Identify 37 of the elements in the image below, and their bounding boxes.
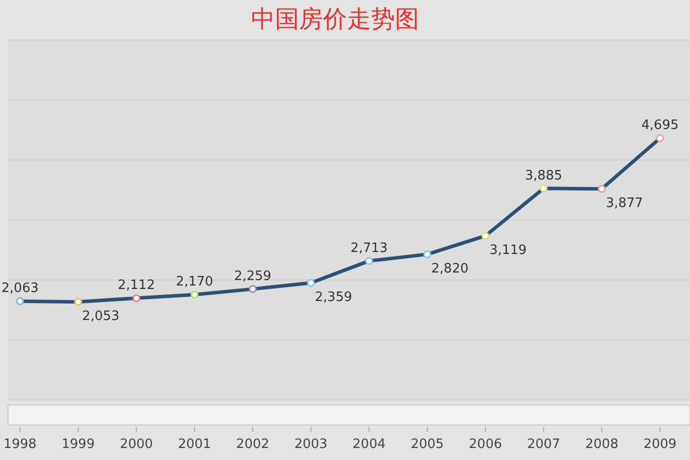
point — [482, 232, 490, 240]
x-tick-label: 2005 — [410, 437, 444, 452]
point — [248, 285, 257, 294]
x-tick-label: 2007 — [527, 437, 560, 452]
point — [656, 134, 664, 142]
point — [306, 278, 315, 287]
data-label: 3,119 — [489, 242, 527, 258]
x-tick-label: 2006 — [468, 437, 502, 452]
point — [540, 184, 548, 192]
x-tick-label: 2008 — [585, 437, 618, 452]
data-label: 2,820 — [431, 261, 468, 276]
x-tick-label: 1998 — [3, 437, 37, 452]
x-tick-label: 2002 — [236, 437, 270, 452]
data-label: 2,713 — [350, 240, 388, 256]
point — [132, 294, 140, 302]
data-label: 2,259 — [234, 269, 272, 284]
data-label: 2,359 — [314, 290, 352, 305]
data-label: 2,063 — [1, 281, 39, 296]
data-label: 2,053 — [82, 308, 120, 324]
x-tick-label: 2009 — [643, 437, 677, 452]
x-tick-label: 1999 — [62, 437, 95, 452]
point — [365, 256, 374, 265]
x-tick-label: 2001 — [178, 437, 212, 452]
data-label: 4,695 — [641, 118, 679, 134]
data-label: 3,885 — [525, 168, 562, 184]
x-tick-label: 2004 — [352, 437, 386, 452]
point — [16, 297, 24, 306]
point — [598, 184, 606, 193]
point — [423, 250, 432, 258]
data-label: 2,112 — [118, 278, 155, 294]
x-tick-label: 2003 — [294, 437, 328, 452]
chart-title: 中国房价走势图 — [251, 6, 419, 33]
data-label: 3,877 — [606, 196, 644, 211]
point — [74, 298, 82, 306]
x-tick-label: 2000 — [120, 437, 153, 452]
data-label: 2,170 — [176, 274, 214, 290]
point — [190, 290, 198, 299]
